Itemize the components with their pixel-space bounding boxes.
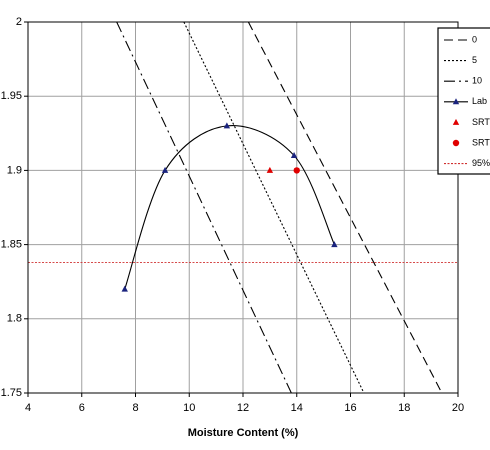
x-tick-label: 8 — [132, 402, 138, 414]
data-point — [266, 166, 274, 173]
legend-label: SRT — [472, 137, 490, 147]
legend-box — [437, 27, 490, 175]
legend-label: 5 — [472, 55, 477, 65]
data-point — [223, 122, 231, 129]
x-tick-label: 4 — [25, 402, 31, 414]
x-tick-label: 12 — [237, 402, 249, 414]
y-tick-label: 2 — [16, 16, 22, 28]
x-tick-label: 10 — [183, 402, 195, 414]
y-tick-label: 1.95 — [1, 90, 22, 102]
series-line — [183, 22, 365, 393]
y-tick-label: 1.9 — [7, 164, 22, 176]
x-tick-label: 18 — [398, 402, 410, 414]
y-tick-label: 1.8 — [7, 313, 22, 325]
x-tick-label: 14 — [291, 402, 303, 414]
legend-label: 95% — [472, 158, 490, 168]
data-point — [290, 152, 298, 159]
series-line — [116, 22, 292, 393]
legend-marker — [452, 139, 460, 147]
x-tick-label: 16 — [344, 402, 356, 414]
data-point — [293, 167, 300, 174]
legend-marker — [452, 118, 460, 125]
legend-label: 10 — [472, 76, 482, 86]
data-point — [161, 166, 169, 173]
legend-label: SRT — [472, 117, 490, 127]
data-point — [331, 241, 338, 248]
y-tick-label: 1.75 — [1, 387, 22, 399]
x-tick-label: 20 — [452, 402, 464, 414]
series-line — [124, 125, 335, 290]
x-axis-title: Moisture Content (%) — [188, 427, 299, 439]
y-tick-label: 1.85 — [1, 239, 22, 251]
plot-frame — [27, 21, 459, 394]
x-tick-label: 6 — [79, 402, 85, 414]
legend-label: 0 — [472, 34, 477, 44]
data-point — [121, 285, 128, 292]
legend-marker — [452, 98, 460, 105]
legend-label: Lab — [472, 96, 487, 106]
